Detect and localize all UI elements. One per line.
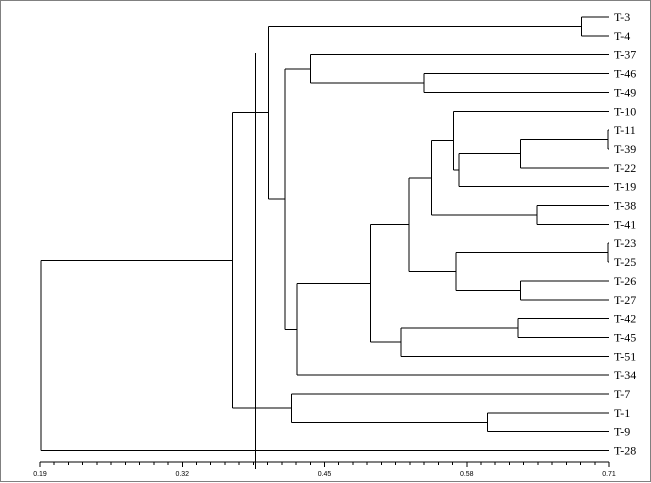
x-axis: 0.19 0.32 0.45 0.58 0.71 [33,461,616,478]
leaf-label: T-7 [614,387,630,401]
leaf-label: T-49 [614,85,636,99]
leaf-label: T-28 [614,444,636,458]
x-tick-label: 0.45 [318,471,332,478]
leaf-label: T-4 [614,29,630,43]
x-tick-label: 0.32 [175,471,189,478]
leaf-label: T-25 [614,255,636,269]
x-tick-label: 0.71 [602,471,616,478]
leaf-label-layer: T-3 T-4 T-37 T-46 T-49 T-10 T-11 T-39 T-22 T-19 T-… [614,10,636,458]
leaf-label: T-1 [614,406,630,420]
leaf-label: T-22 [614,161,636,175]
leaf-label: T-23 [614,236,636,250]
leaf-label: T-39 [614,142,636,156]
leaf-label: T-19 [614,180,636,194]
leaf-label: T-10 [614,104,636,118]
leaf-label: T-41 [614,217,636,231]
leaf-label: T-42 [614,312,636,326]
leaf-label: T-26 [614,274,636,288]
branch-layer [40,16,609,452]
leaf-label: T-27 [614,293,636,307]
leaf-label: T-37 [614,48,636,62]
leaf-label: T-46 [614,67,636,81]
leaf-label: T-51 [614,349,636,363]
leaf-label: T-45 [614,330,636,344]
leaf-label: T-38 [614,199,636,213]
x-tick-label: 0.19 [33,471,47,478]
leaf-label: T-34 [614,368,636,382]
leaf-label: T-3 [614,10,630,24]
leaf-label: T-11 [614,123,636,137]
x-tick-label: 0.58 [460,471,474,478]
leaf-label: T-9 [614,425,630,439]
